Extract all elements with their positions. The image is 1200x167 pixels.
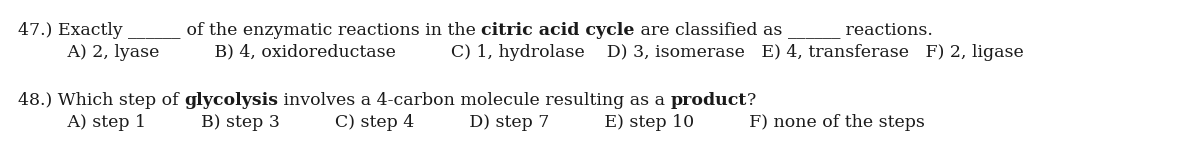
Text: A) 2, lyase          B) 4, oxidoreductase          C) 1, hydrolase    D) 3, isom: A) 2, lyase B) 4, oxidoreductase C) 1, h… — [18, 44, 1024, 61]
Text: involves a 4-carbon molecule resulting as a: involves a 4-carbon molecule resulting a… — [278, 92, 671, 109]
Text: A) step 1          B) step 3          C) step 4          D) step 7          E) s: A) step 1 B) step 3 C) step 4 D) step 7 … — [18, 114, 925, 131]
Text: ______: ______ — [128, 22, 181, 39]
Text: glycolysis: glycolysis — [184, 92, 278, 109]
Text: of the enzymatic reactions in the: of the enzymatic reactions in the — [181, 22, 481, 39]
Text: are classified as: are classified as — [635, 22, 787, 39]
Text: 48.) Which step of: 48.) Which step of — [18, 92, 184, 109]
Text: ?: ? — [746, 92, 756, 109]
Text: product: product — [671, 92, 746, 109]
Text: 47.) Exactly: 47.) Exactly — [18, 22, 128, 39]
Text: ______: ______ — [787, 22, 840, 39]
Text: citric acid cycle: citric acid cycle — [481, 22, 635, 39]
Text: reactions.: reactions. — [840, 22, 932, 39]
